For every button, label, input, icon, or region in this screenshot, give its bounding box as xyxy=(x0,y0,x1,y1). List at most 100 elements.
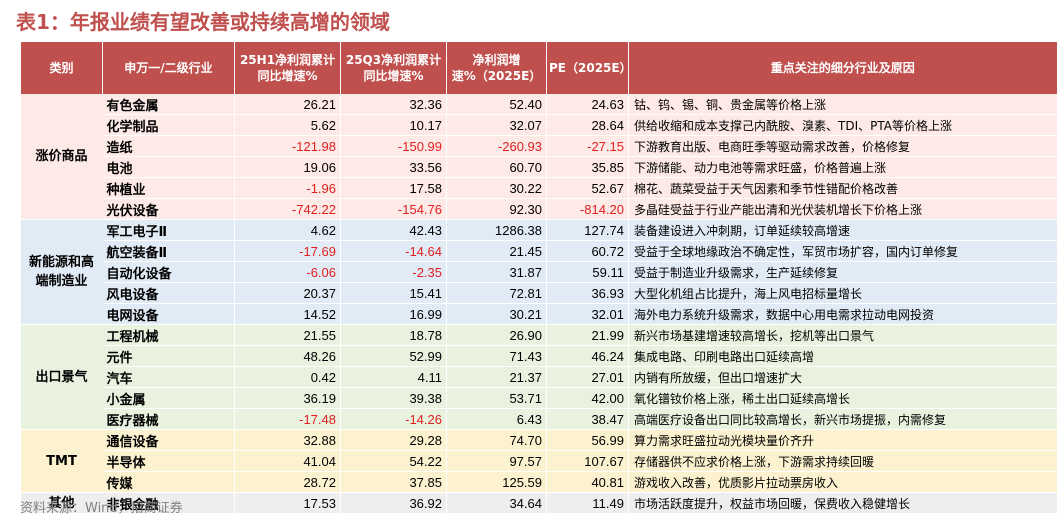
e2025-cell: 6.43 xyxy=(446,408,547,430)
table-row: 其他 非银金融 17.53 36.92 34.64 11.49 市场活跃度提升，权益市场回暖… xyxy=(20,492,1057,514)
table-body: 涨价商品 有色金属 26.21 32.36 52.40 24.63 钴、钨、锡、铜、贵金属等… xyxy=(20,94,1057,514)
e2025-cell: 97.57 xyxy=(446,450,547,472)
pe-cell: 107.67 xyxy=(546,450,629,472)
table-row: 元件 48.26 52.99 71.43 46.24 集成电路、印刷电路出口延续高增 xyxy=(21,345,1057,367)
industry-cell: 化学制品 xyxy=(102,114,235,136)
reason-cell: 游戏收入改善，优质影片拉动票房收入 xyxy=(628,471,1057,493)
pe-cell: 60.72 xyxy=(546,240,629,262)
category-cell: 新能源和高端制造业 xyxy=(20,219,103,325)
e2025-cell: 125.59 xyxy=(446,471,547,493)
pe-cell: 32.01 xyxy=(546,303,629,325)
reason-cell: 多晶硅受益于行业产能出清和光伏装机增长下价格上涨 xyxy=(628,198,1057,220)
industry-cell: 电池 xyxy=(102,156,235,178)
industry-cell: 半导体 xyxy=(102,450,235,472)
table-row: TMT 通信设备 32.88 29.28 74.70 56.99 算力需求旺盛拉动光模块量价… xyxy=(20,429,1057,493)
h1-cell: 0.42 xyxy=(234,366,341,388)
pe-cell: -814.20 xyxy=(546,198,629,220)
e2025-cell: 74.70 xyxy=(446,429,547,451)
q3-cell: 15.41 xyxy=(340,282,447,304)
industry-cell: 种植业 xyxy=(102,177,235,199)
pe-cell: 24.63 xyxy=(546,94,629,115)
q3-cell: 54.22 xyxy=(340,450,447,472)
reason-cell: 集成电路、印刷电路出口延续高增 xyxy=(628,345,1057,367)
header-reason: 重点关注的细分行业及原因 xyxy=(628,42,1057,94)
pe-cell: 38.47 xyxy=(546,408,629,430)
q3-cell: -14.64 xyxy=(340,240,447,262)
h1-cell: 48.26 xyxy=(234,345,341,367)
pe-cell: 56.99 xyxy=(546,429,629,451)
e2025-cell: 21.37 xyxy=(446,366,547,388)
q3-cell: 17.58 xyxy=(340,177,447,199)
e2025-cell: 26.90 xyxy=(446,324,547,346)
q3-cell: -150.99 xyxy=(340,135,447,157)
header-category: 类别 xyxy=(20,42,103,94)
h1-cell: 14.52 xyxy=(234,303,341,325)
header-row: 类别 申万一/二级行业 25H1净利润累计同比增速% 25Q3净利润累计同比增速… xyxy=(20,42,1057,94)
data-table: 类别 申万一/二级行业 25H1净利润累计同比增速% 25Q3净利润累计同比增速… xyxy=(20,42,1057,514)
industry-cell: 非银金融 xyxy=(102,492,235,514)
q3-cell: 52.99 xyxy=(340,345,447,367)
reason-cell: 下游储能、动力电池等需求旺盛，价格普遍上涨 xyxy=(628,156,1057,178)
h1-cell: 32.88 xyxy=(234,429,341,451)
e2025-cell: 21.45 xyxy=(446,240,547,262)
table-row: 半导体 41.04 54.22 97.57 107.67 存储器供不应求价格上涨，下游需求… xyxy=(21,450,1057,472)
industry-cell: 医疗器械 xyxy=(102,408,235,430)
industry-cell: 风电设备 xyxy=(102,282,235,304)
pe-cell: 59.11 xyxy=(546,261,629,283)
category-cell: TMT xyxy=(20,429,103,493)
reason-cell: 钴、钨、锡、铜、贵金属等价格上涨 xyxy=(628,94,1057,115)
reason-cell: 市场活跃度提升，权益市场回暖，保费收入稳健增长 xyxy=(628,492,1057,514)
e2025-cell: 52.40 xyxy=(446,94,547,115)
q3-cell: 16.99 xyxy=(340,303,447,325)
q3-cell: 29.28 xyxy=(340,429,447,451)
q3-cell: 4.11 xyxy=(340,366,447,388)
pe-cell: 40.81 xyxy=(546,471,629,493)
pe-cell: 28.64 xyxy=(546,114,629,136)
pe-cell: 11.49 xyxy=(546,492,629,514)
industry-cell: 光伏设备 xyxy=(102,198,235,220)
pe-cell: 46.24 xyxy=(546,345,629,367)
reason-cell: 高端医疗设备出口同比较高增长，新兴市场提振，内需修复 xyxy=(628,408,1057,430)
pe-cell: 36.93 xyxy=(546,282,629,304)
header-pe: PE（2025E） xyxy=(546,42,632,94)
table-row: 造纸 -121.98 -150.99 -260.93 -27.15 下游教育出版、电商旺季… xyxy=(21,135,1057,157)
reason-cell: 氧化镨钕价格上涨，稀土出口延续高增长 xyxy=(628,387,1057,409)
industry-cell: 军工电子Ⅱ xyxy=(102,219,235,241)
reason-cell: 受益于全球地缘政治不确定性，军贸市场扩容，国内订单修复 xyxy=(628,240,1057,262)
h1-cell: 41.04 xyxy=(234,450,341,472)
e2025-cell: 1286.38 xyxy=(446,219,547,241)
pe-cell: 127.74 xyxy=(546,219,629,241)
q3-cell: 32.36 xyxy=(340,94,447,115)
category-cell: 其他 xyxy=(20,492,103,514)
e2025-cell: 30.21 xyxy=(446,303,547,325)
pe-cell: 21.99 xyxy=(546,324,629,346)
table-row: 种植业 -1.96 17.58 30.22 52.67 棉花、蔬菜受益于天气因素和季节性错… xyxy=(21,177,1057,199)
table-row: 光伏设备 -742.22 -154.76 92.30 -814.20 多晶硅受益于行业产能… xyxy=(21,198,1057,220)
q3-cell: 33.56 xyxy=(340,156,447,178)
pe-cell: 52.67 xyxy=(546,177,629,199)
q3-cell: 37.85 xyxy=(340,471,447,493)
e2025-cell: 32.07 xyxy=(446,114,547,136)
header-2025e-growth: 净利润增速%（2025E） xyxy=(446,42,547,94)
h1-cell: -17.69 xyxy=(234,240,341,262)
industry-cell: 传媒 xyxy=(102,471,235,493)
table-row: 航空装备Ⅱ -17.69 -14.64 21.45 60.72 受益于全球地缘政治不确定性… xyxy=(21,240,1057,262)
industry-cell: 元件 xyxy=(102,345,235,367)
h1-cell: 17.53 xyxy=(234,492,341,514)
reason-cell: 供给收缩和成本支撑己内酰胺、溴素、TDI、PTA等价格上涨 xyxy=(628,114,1057,136)
e2025-cell: 92.30 xyxy=(446,198,547,220)
e2025-cell: 34.64 xyxy=(446,492,547,514)
h1-cell: 4.62 xyxy=(234,219,341,241)
industry-cell: 汽车 xyxy=(102,366,235,388)
e2025-cell: 30.22 xyxy=(446,177,547,199)
reason-cell: 大型化机组占比提升，海上风电招标量增长 xyxy=(628,282,1057,304)
category-cell: 出口景气 xyxy=(20,324,103,430)
q3-cell: 42.43 xyxy=(340,219,447,241)
table-row: 自动化设备 -6.06 -2.35 31.87 59.11 受益于制造业升级需求，生产延续… xyxy=(21,261,1057,283)
q3-cell: -2.35 xyxy=(340,261,447,283)
page-title: 表1：年报业绩有望改善或持续高增的领域 xyxy=(16,10,390,34)
table-row: 化学制品 5.62 10.17 32.07 28.64 供给收缩和成本支撑己内酰胺、溴素、… xyxy=(21,114,1057,136)
q3-cell: 18.78 xyxy=(340,324,447,346)
industry-cell: 工程机械 xyxy=(102,324,235,346)
table-row: 风电设备 20.37 15.41 72.81 36.93 大型化机组占比提升，海上风电招标… xyxy=(21,282,1057,304)
